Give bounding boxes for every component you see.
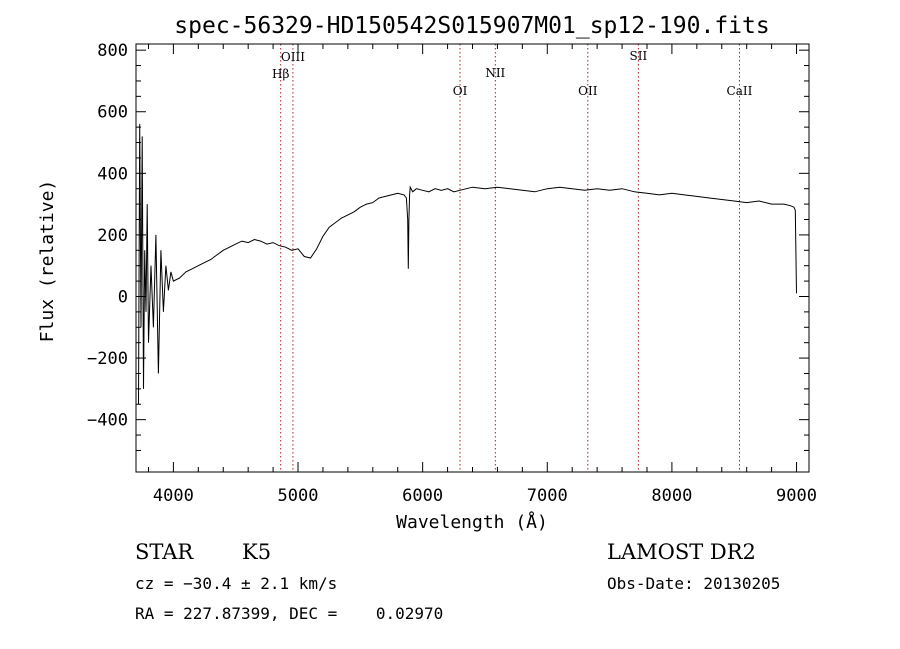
x-axis-ticks: 4000 5000 6000 7000 8000 9000 <box>147 44 817 506</box>
line-label-NII: NII <box>485 66 505 80</box>
line-label-OIII: OIII <box>281 50 305 64</box>
y-tick-label: 600 <box>97 103 128 123</box>
survey-name: LAMOST DR2 <box>607 540 756 564</box>
spectral-line-markers <box>280 44 740 472</box>
x-tick-label: 4000 <box>153 486 194 506</box>
line-label-Hβ: Hβ <box>272 67 289 81</box>
coordinates: RA = 227.87399, DEC = 0.02970 <box>135 604 444 623</box>
x-tick-label: 6000 <box>402 486 443 506</box>
line-label-OI: OI <box>453 84 468 98</box>
spectral-line-labels: Hβ OIII OI NII OII SII CaII <box>272 49 753 98</box>
y-axis-label: Flux (relative) <box>37 180 58 343</box>
x-tick-label: 9000 <box>776 486 817 506</box>
x-tick-label: 5000 <box>278 486 319 506</box>
line-label-OII: OII <box>578 84 598 98</box>
y-tick-label: −400 <box>87 411 128 431</box>
y-tick-label: 400 <box>97 164 128 184</box>
spectrum-line <box>138 124 797 405</box>
x-tick-label: 7000 <box>527 486 568 506</box>
obs-date: Obs-Date: 20130205 <box>607 574 781 593</box>
line-label-SII: SII <box>630 49 648 63</box>
y-tick-label: 200 <box>97 226 128 246</box>
plot-frame <box>135 43 810 473</box>
chart-title: spec-56329-HD150542S015907M01_sp12-190.f… <box>174 13 769 39</box>
x-tick-label: 8000 <box>651 486 692 506</box>
subclass: K5 <box>242 540 272 564</box>
y-axis-ticks: −400 −200 0 200 400 600 800 <box>87 41 809 451</box>
object-type: STAR <box>135 540 194 564</box>
y-tick-label: 800 <box>97 41 128 61</box>
y-tick-label: 0 <box>118 287 128 307</box>
y-tick-label: −200 <box>87 349 128 369</box>
x-axis-label: Wavelength (Å) <box>396 511 548 533</box>
line-label-CaII: CaII <box>727 84 753 98</box>
redshift-info: cz = −30.4 ± 2.1 km/s <box>135 574 338 593</box>
